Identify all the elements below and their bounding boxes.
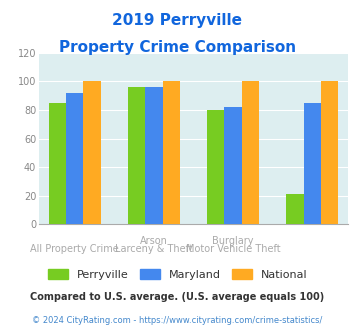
Text: Property Crime Comparison: Property Crime Comparison (59, 40, 296, 54)
Text: © 2024 CityRating.com - https://www.cityrating.com/crime-statistics/: © 2024 CityRating.com - https://www.city… (32, 315, 323, 325)
Bar (145, 87, 163, 224)
Text: Burglary: Burglary (212, 236, 254, 246)
Text: Arson: Arson (140, 236, 168, 246)
Text: Compared to U.S. average. (U.S. average equals 100): Compared to U.S. average. (U.S. average … (31, 292, 324, 302)
Bar (49, 103, 66, 224)
Bar (163, 82, 180, 224)
Text: Motor Vehicle Theft: Motor Vehicle Theft (186, 245, 280, 254)
Bar (242, 82, 259, 224)
Bar (207, 110, 224, 224)
Bar (66, 93, 83, 224)
Bar (224, 107, 242, 224)
Bar (304, 103, 321, 224)
Text: All Property Crime: All Property Crime (30, 245, 119, 254)
Bar (83, 82, 101, 224)
Text: 2019 Perryville: 2019 Perryville (113, 13, 242, 28)
Bar (321, 82, 338, 224)
Text: Larceny & Theft: Larceny & Theft (115, 245, 193, 254)
Bar (286, 194, 304, 224)
Legend: Perryville, Maryland, National: Perryville, Maryland, National (43, 265, 312, 284)
Bar (128, 87, 145, 224)
